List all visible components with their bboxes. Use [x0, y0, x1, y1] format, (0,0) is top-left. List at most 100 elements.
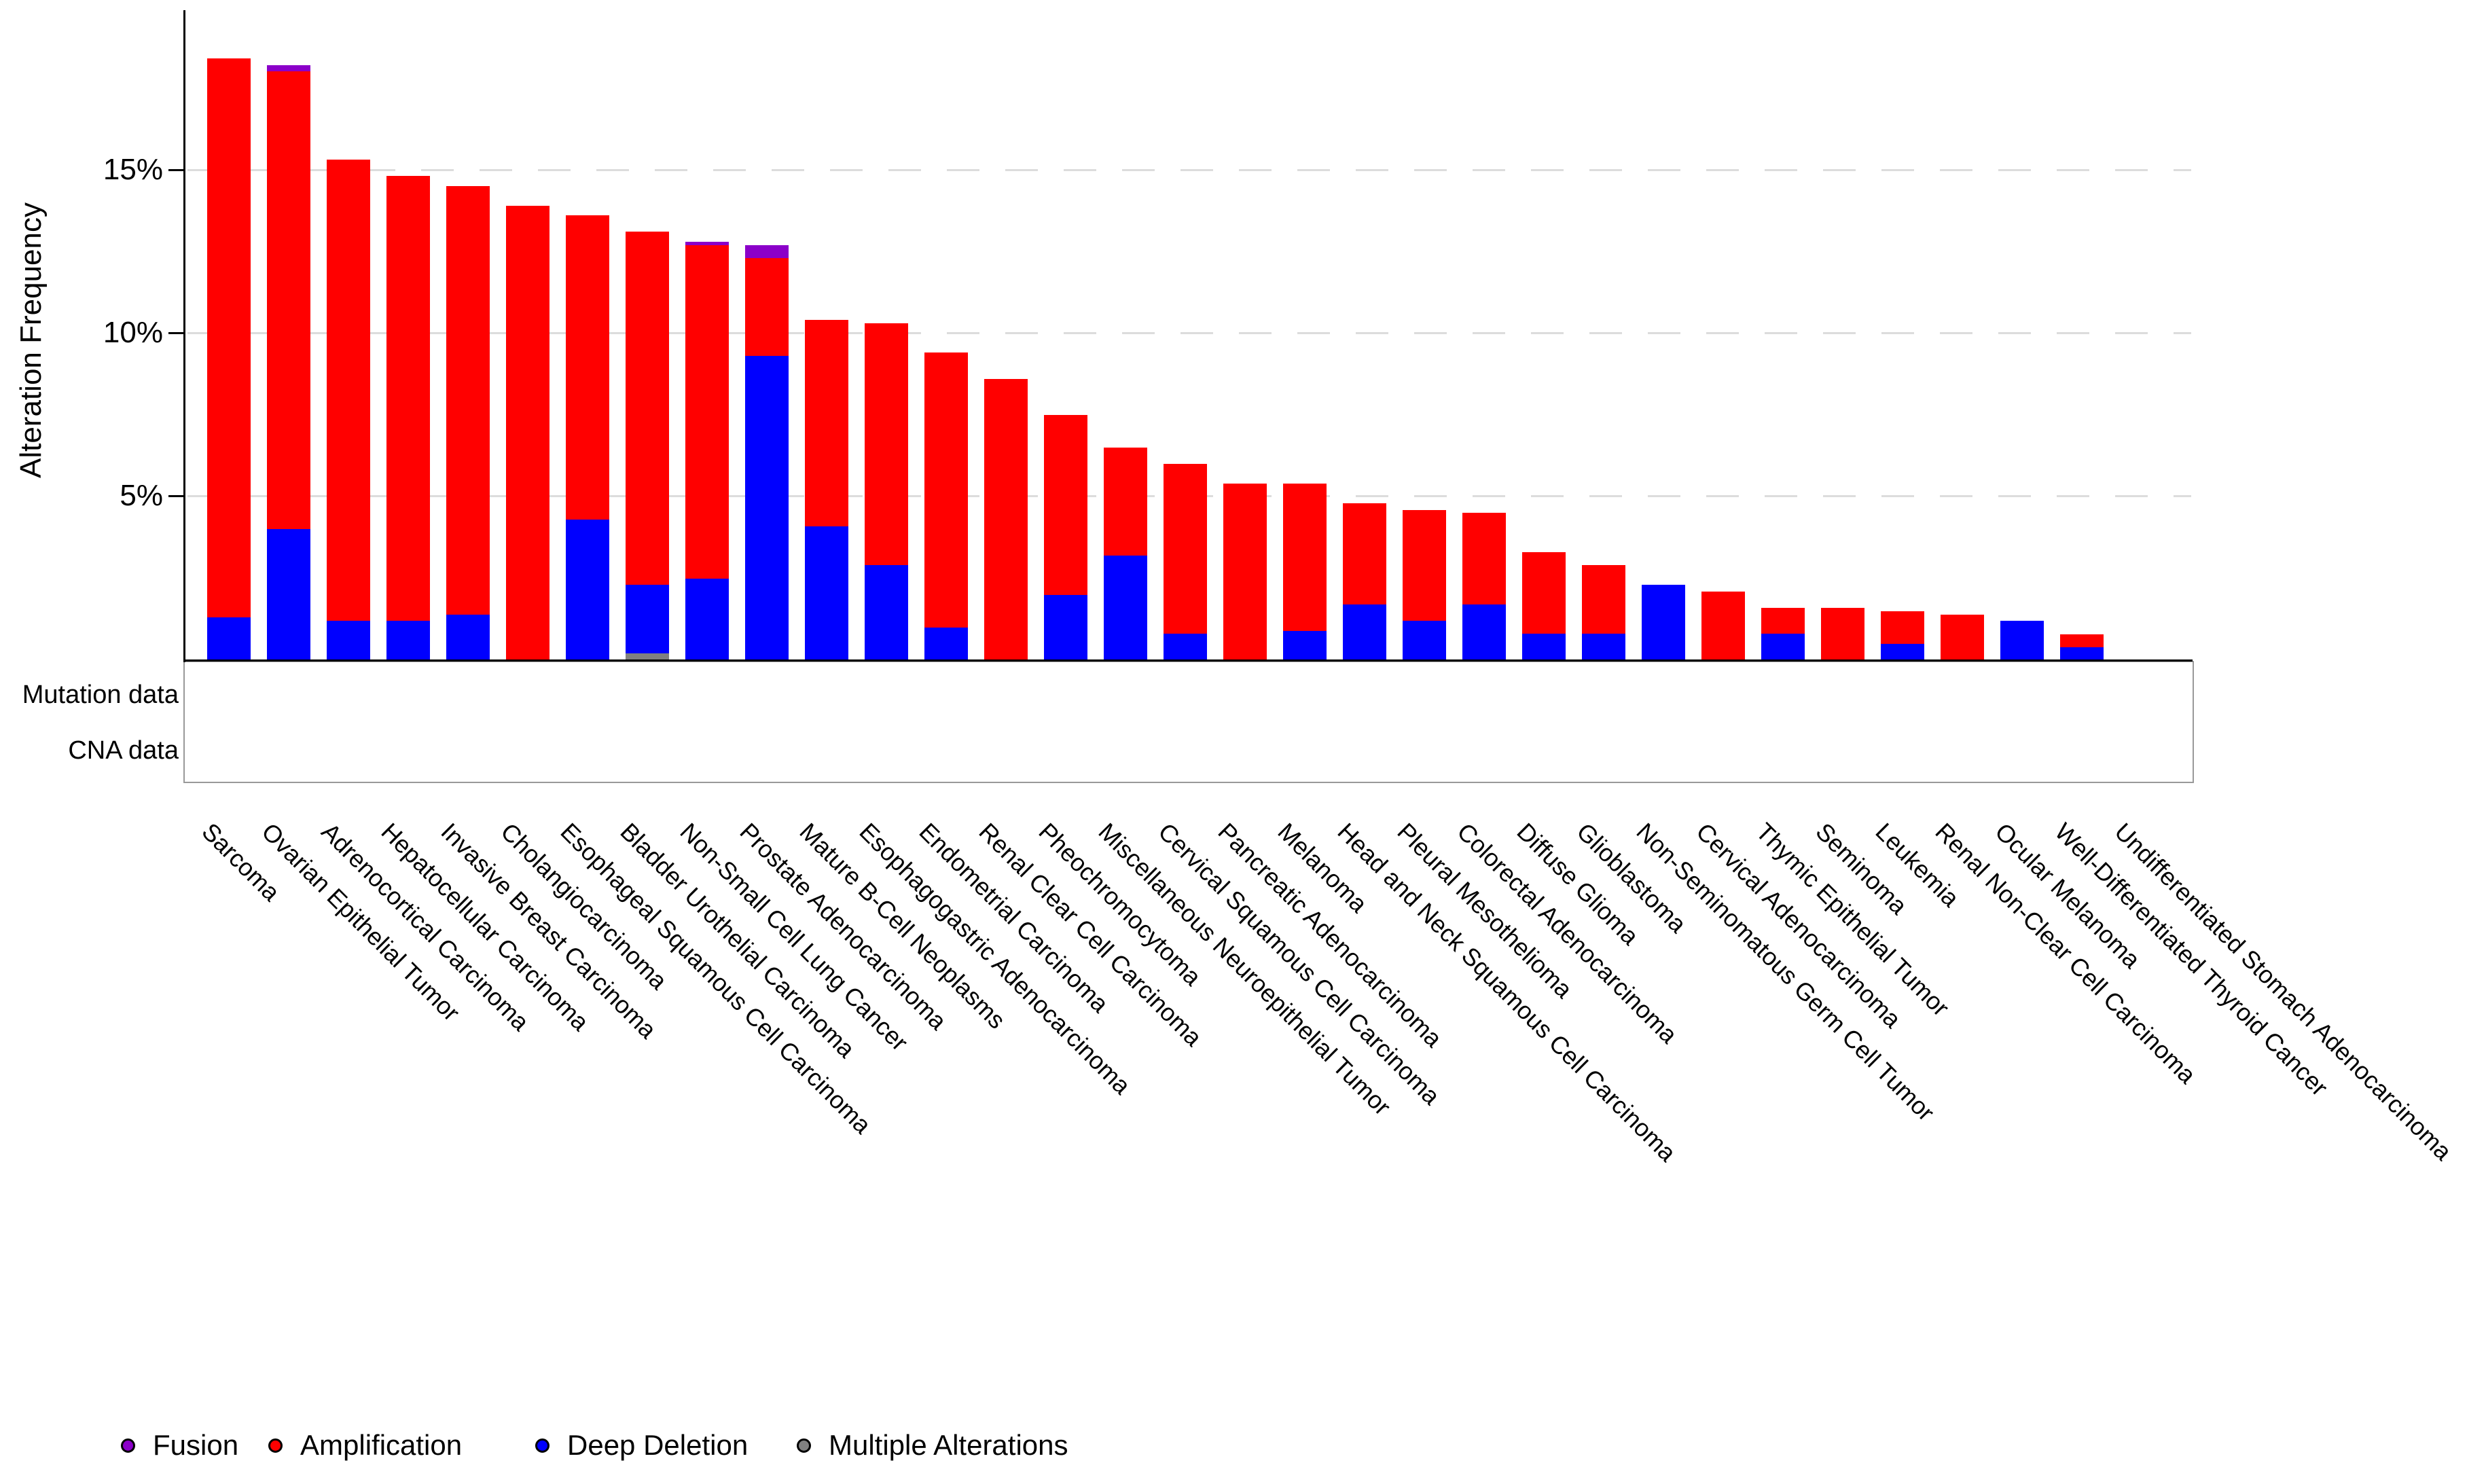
bar-well-differentiated-thyroid-cancer[interactable]	[2060, 0, 2104, 660]
bar-segment-amplification[interactable]	[1164, 464, 1207, 634]
bar-colorectal-adenocarcinoma[interactable]	[1462, 0, 1506, 660]
bar-segment-amplification[interactable]	[1104, 448, 1147, 556]
bar-ocular-melanoma[interactable]	[2000, 0, 2044, 660]
bar-segment-deep-deletion[interactable]	[1642, 585, 1685, 660]
bar-segment-deep-deletion[interactable]	[2000, 621, 2044, 660]
bar-undifferentiated-stomach-adenocarcinoma[interactable]	[2120, 0, 2163, 660]
bar-segment-amplification[interactable]	[1761, 607, 1805, 634]
bar-segment-amplification[interactable]	[685, 245, 729, 579]
gridline-15	[187, 169, 2191, 171]
bar-head-and-neck-squamous-cell-carcinoma[interactable]	[1343, 0, 1386, 660]
bar-segment-amplification[interactable]	[924, 352, 968, 628]
amplification-color-dot-icon	[268, 1438, 283, 1453]
bar-segment-deep-deletion[interactable]	[1283, 630, 1327, 660]
bar-cholangiocarcinoma[interactable]	[506, 0, 549, 660]
bar-cervical-adenocarcinoma[interactable]	[1701, 0, 1745, 660]
bar-non-small-cell-lung-cancer[interactable]	[685, 0, 729, 660]
bar-segment-amplification[interactable]	[267, 71, 310, 530]
bar-ovarian-epithelial-tumor[interactable]	[267, 0, 310, 660]
bar-endometrial-carcinoma[interactable]	[924, 0, 968, 660]
category-label[interactable]: Undifferentiated Stomach Adenocarcinoma	[2109, 817, 2457, 1166]
bar-segment-amplification[interactable]	[745, 257, 789, 357]
bar-segment-deep-deletion[interactable]	[267, 529, 310, 660]
bar-segment-amplification[interactable]	[207, 58, 251, 618]
bar-cervical-squamous-cell-carcinoma[interactable]	[1164, 0, 1207, 660]
bar-pleural-mesothelioma[interactable]	[1403, 0, 1446, 660]
bar-segment-deep-deletion[interactable]	[1761, 634, 1805, 660]
bar-segment-amplification[interactable]	[984, 378, 1028, 660]
bar-segment-amplification[interactable]	[446, 185, 490, 615]
bar-adrenocortical-carcinoma[interactable]	[327, 0, 370, 660]
bar-segment-deep-deletion[interactable]	[1164, 634, 1207, 660]
bar-prostate-adenocarcinoma[interactable]	[745, 0, 789, 660]
bar-segment-amplification[interactable]	[386, 176, 430, 621]
bar-segment-amplification[interactable]	[1403, 509, 1446, 621]
bar-segment-deep-deletion[interactable]	[207, 617, 251, 660]
bar-segment-deep-deletion[interactable]	[626, 585, 669, 654]
multiple-alterations-color-dot-icon	[797, 1438, 811, 1453]
bar-segment-deep-deletion[interactable]	[1881, 643, 1924, 660]
bar-segment-amplification[interactable]	[1283, 484, 1327, 631]
bar-miscellaneous-neuroepithelial-tumor[interactable]	[1104, 0, 1147, 660]
bar-esophagogastric-adenocarcinoma[interactable]	[865, 0, 908, 660]
bar-segment-deep-deletion[interactable]	[1104, 555, 1147, 660]
bar-segment-deep-deletion[interactable]	[327, 621, 370, 660]
bar-thymic-epithelial-tumor[interactable]	[1761, 0, 1805, 660]
bar-segment-multiple-alterations[interactable]	[626, 653, 669, 660]
bar-renal-clear-cell-carcinoma[interactable]	[984, 0, 1028, 660]
mutation-data-track-label: Mutation data	[22, 681, 179, 709]
bar-segment-deep-deletion[interactable]	[1462, 604, 1506, 660]
bar-segment-amplification[interactable]	[1582, 565, 1625, 634]
bar-segment-amplification[interactable]	[1343, 503, 1386, 605]
bar-segment-amplification[interactable]	[1821, 607, 1864, 660]
bar-melanoma[interactable]	[1283, 0, 1327, 660]
bar-segment-amplification[interactable]	[506, 205, 549, 660]
bar-non-seminomatous-germ-cell-tumor[interactable]	[1642, 0, 1685, 660]
bar-segment-deep-deletion[interactable]	[805, 526, 848, 660]
bar-renal-non-clear-cell-carcinoma[interactable]	[1941, 0, 1984, 660]
bar-segment-deep-deletion[interactable]	[2060, 647, 2104, 660]
bar-esophageal-squamous-cell-carcinoma[interactable]	[566, 0, 609, 660]
bar-segment-amplification[interactable]	[2060, 634, 2104, 647]
bar-segment-amplification[interactable]	[805, 320, 848, 526]
bar-segment-fusion[interactable]	[745, 245, 789, 258]
bar-segment-deep-deletion[interactable]	[685, 578, 729, 660]
bar-segment-deep-deletion[interactable]	[386, 621, 430, 660]
bar-segment-deep-deletion[interactable]	[1522, 634, 1566, 660]
bar-segment-amplification[interactable]	[1701, 591, 1745, 660]
bar-segment-amplification[interactable]	[327, 160, 370, 621]
y-tick-10	[168, 332, 183, 334]
bar-segment-fusion[interactable]	[685, 241, 729, 245]
bar-leukemia[interactable]	[1881, 0, 1924, 660]
bar-segment-amplification[interactable]	[1044, 414, 1087, 595]
bar-seminoma[interactable]	[1821, 0, 1864, 660]
bar-segment-amplification[interactable]	[1522, 552, 1566, 634]
bar-pancreatic-adenocarcinoma[interactable]	[1223, 0, 1267, 660]
bar-glioblastoma[interactable]	[1582, 0, 1625, 660]
bar-bladder-urothelial-carcinoma[interactable]	[626, 0, 669, 660]
bar-invasive-breast-carcinoma[interactable]	[446, 0, 490, 660]
bar-segment-deep-deletion[interactable]	[1403, 621, 1446, 660]
bar-segment-deep-deletion[interactable]	[566, 519, 609, 660]
bar-segment-amplification[interactable]	[1881, 611, 1924, 644]
bar-segment-deep-deletion[interactable]	[745, 356, 789, 660]
bar-segment-amplification[interactable]	[1223, 484, 1267, 660]
bar-diffuse-glioma[interactable]	[1522, 0, 1566, 660]
bar-segment-amplification[interactable]	[1941, 614, 1984, 660]
y-tick-label-15: 15%	[103, 153, 163, 186]
bar-segment-deep-deletion[interactable]	[446, 614, 490, 660]
bar-sarcoma[interactable]	[207, 0, 251, 660]
bar-segment-deep-deletion[interactable]	[1582, 634, 1625, 660]
bar-hepatocellular-carcinoma[interactable]	[386, 0, 430, 660]
bar-segment-amplification[interactable]	[566, 215, 609, 520]
bar-segment-amplification[interactable]	[865, 323, 908, 566]
bar-segment-fusion[interactable]	[267, 65, 310, 72]
bar-pheochromocytoma[interactable]	[1044, 0, 1087, 660]
bar-mature-b-cell-neoplasms[interactable]	[805, 0, 848, 660]
bar-segment-deep-deletion[interactable]	[1343, 604, 1386, 660]
bar-segment-amplification[interactable]	[1462, 513, 1506, 605]
bar-segment-deep-deletion[interactable]	[924, 627, 968, 660]
bar-segment-deep-deletion[interactable]	[865, 565, 908, 660]
bar-segment-deep-deletion[interactable]	[1044, 594, 1087, 660]
bar-segment-amplification[interactable]	[626, 232, 669, 585]
